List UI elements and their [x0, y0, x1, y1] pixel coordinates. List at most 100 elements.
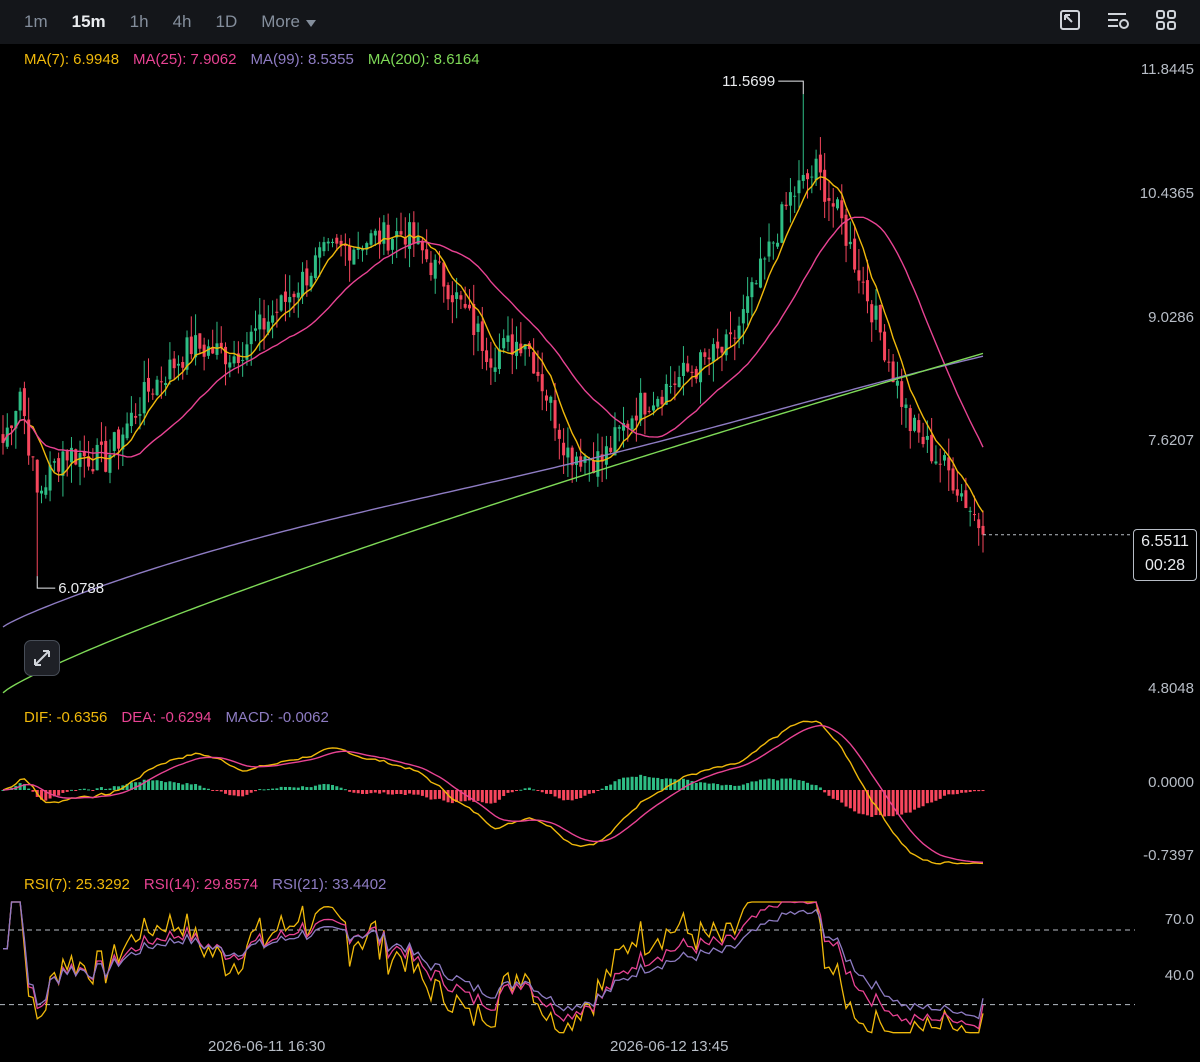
macd-histogram-bar	[801, 780, 805, 790]
candle-body	[459, 295, 463, 300]
candle-body	[301, 271, 305, 297]
macd-histogram-bar	[335, 786, 339, 790]
candle-body	[176, 363, 180, 366]
candle-body	[121, 434, 125, 450]
macd-histogram-bar	[151, 780, 155, 790]
candle-body	[626, 423, 630, 428]
macd-histogram-bar	[861, 790, 865, 815]
candle-body	[305, 268, 309, 286]
candle-body	[211, 347, 215, 354]
candle-body	[831, 203, 835, 207]
candle-body	[412, 222, 416, 244]
macd-histogram-bar	[322, 783, 326, 790]
candle-body	[639, 392, 643, 421]
candle-body	[895, 380, 899, 386]
macd-histogram-bar	[733, 785, 737, 790]
timeframe-1h[interactable]: 1h	[129, 12, 149, 31]
candle-body	[228, 362, 232, 368]
candle-body	[574, 456, 578, 465]
macd-histogram-bar	[425, 790, 429, 798]
macd-histogram-bar	[681, 778, 685, 790]
macd-histogram-bar	[211, 790, 215, 791]
macd-histogram-bar	[206, 788, 210, 790]
candle-body	[793, 195, 797, 197]
macd-histogram-bar	[634, 776, 638, 790]
candle-body	[425, 249, 429, 260]
candle-body	[283, 291, 287, 302]
macd-histogram-bar	[647, 777, 651, 790]
chart-window-icon[interactable]	[1058, 8, 1082, 32]
macd-histogram-bar	[771, 779, 775, 790]
candle-body	[776, 242, 780, 247]
time-tick: 2026-06-11 16:30	[208, 1038, 326, 1055]
candle-body	[921, 436, 925, 445]
macd-histogram-bar	[797, 780, 801, 790]
macd-histogram-bar	[472, 790, 476, 802]
macd-histogram-bar	[489, 790, 493, 804]
candle-body	[647, 411, 651, 413]
macd-histogram-bar	[510, 790, 514, 793]
macd-histogram-bar	[279, 786, 283, 790]
macd-histogram-bar	[224, 790, 228, 794]
candle-body	[681, 362, 685, 376]
candle-body	[198, 333, 202, 349]
macd-histogram-bar	[99, 787, 103, 790]
macd-histogram-bar	[758, 779, 762, 790]
candle-body	[296, 292, 300, 298]
candle-body	[420, 240, 424, 251]
macd-histogram-bar	[818, 787, 822, 790]
macd-histogram-bar	[198, 785, 202, 790]
candle-body	[609, 447, 613, 452]
macd-histogram-bar	[934, 790, 938, 801]
candle-body	[844, 214, 848, 246]
timeframe-4h[interactable]: 4h	[172, 12, 192, 31]
candle-body	[78, 453, 82, 467]
macd-histogram-bar	[339, 787, 343, 790]
macd-histogram-bar	[895, 790, 899, 815]
timeframe-15m[interactable]: 15m	[71, 12, 106, 31]
macd-histogram-bar	[87, 789, 91, 791]
indicator-settings-icon[interactable]	[1106, 8, 1130, 32]
macd-histogram-bar	[365, 790, 369, 794]
candle-body	[711, 344, 715, 362]
macd-histogram-bar	[202, 787, 206, 790]
legend-rsi14: RSI(14): 29.8574	[143, 876, 259, 893]
macd-histogram-bar	[968, 790, 972, 792]
candle-body	[331, 241, 335, 243]
macd-histogram-bar	[532, 789, 536, 791]
candle-body	[271, 315, 275, 323]
candle-body	[352, 249, 356, 265]
candle-body	[724, 334, 728, 356]
expand-chart-button[interactable]	[24, 640, 60, 676]
macd-histogram-bar	[900, 790, 904, 815]
macd-histogram-bar	[784, 778, 788, 790]
macd-histogram-bar	[596, 790, 600, 791]
price-tick: 4.8048	[1148, 680, 1194, 697]
macd-histogram-bar	[823, 790, 827, 793]
candle-body	[814, 158, 818, 181]
candle-body	[643, 392, 647, 415]
macd-histogram-bar	[395, 790, 399, 794]
more-timeframes-dropdown[interactable]: More	[261, 12, 316, 32]
high-price-label: 11.5699	[722, 73, 775, 90]
candle-body	[848, 241, 852, 245]
candle-body	[258, 314, 262, 330]
candle-body	[313, 255, 317, 279]
timeframe-1d[interactable]: 1D	[215, 12, 238, 31]
macd-histogram-bar	[292, 787, 296, 790]
timeframe-1m[interactable]: 1m	[24, 12, 48, 31]
macd-histogram-bar	[544, 790, 548, 794]
candle-body	[908, 408, 912, 432]
ma-legend: MA(7): 6.9948 MA(25): 7.9062 MA(99): 8.535…	[24, 51, 494, 68]
macd-histogram-bar	[262, 789, 266, 791]
candle-body	[112, 432, 116, 451]
macd-histogram-bar	[390, 790, 394, 795]
macd-histogram-bar	[44, 790, 48, 801]
price-tick: 9.0286	[1148, 309, 1194, 326]
macd-histogram-bar	[955, 790, 959, 795]
macd-histogram-bar	[40, 790, 44, 800]
macd-histogram-bar	[433, 790, 437, 800]
layout-grid-icon[interactable]	[1154, 8, 1178, 32]
macd-histogram-bar	[438, 790, 442, 799]
